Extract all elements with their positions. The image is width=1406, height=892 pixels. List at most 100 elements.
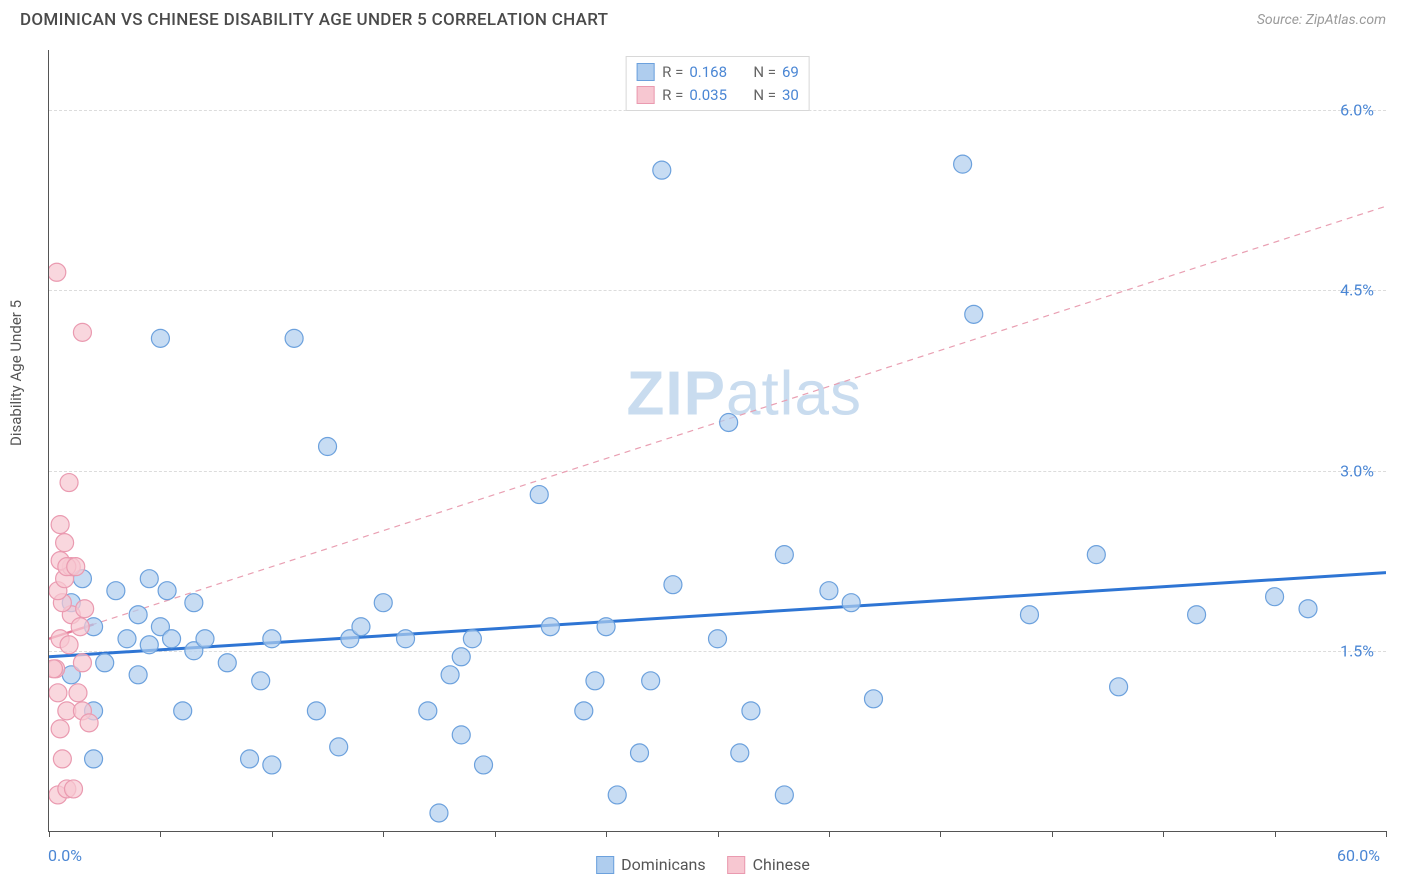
r-value: 0.035	[689, 84, 741, 107]
x-tick	[1163, 831, 1164, 837]
x-tick	[1052, 831, 1053, 837]
r-label: R =	[662, 61, 683, 84]
legend-row: R = 0.168 N = 69	[636, 61, 799, 84]
data-point	[720, 413, 738, 431]
data-point	[1087, 546, 1105, 564]
x-tick	[383, 831, 384, 837]
data-point	[742, 702, 760, 720]
x-tick	[606, 831, 607, 837]
data-point	[664, 576, 682, 594]
legend-swatch-chinese	[728, 856, 746, 874]
data-point	[96, 654, 114, 672]
data-point	[218, 654, 236, 672]
n-label: N =	[753, 84, 776, 107]
data-point	[441, 666, 459, 684]
y-axis-label: Disability Age Under 5	[7, 300, 25, 446]
legend-swatch-chinese	[636, 86, 654, 104]
data-point	[597, 618, 615, 636]
legend-label: Dominicans	[621, 855, 705, 874]
data-point	[1020, 606, 1038, 624]
data-point	[60, 474, 78, 492]
data-point	[140, 636, 158, 654]
x-tick	[940, 831, 941, 837]
data-point	[185, 594, 203, 612]
data-point	[1299, 600, 1317, 618]
data-point	[49, 660, 62, 678]
x-tick	[718, 831, 719, 837]
data-point	[73, 323, 91, 341]
data-point	[307, 702, 325, 720]
x-tick	[49, 831, 50, 837]
legend-item-dominicans: Dominicans	[596, 855, 705, 874]
n-value: 69	[782, 61, 799, 84]
data-point	[642, 672, 660, 690]
x-tick	[495, 831, 496, 837]
data-point	[541, 618, 559, 636]
r-value: 0.168	[689, 61, 741, 84]
data-point	[140, 570, 158, 588]
data-point	[129, 606, 147, 624]
x-tick	[1386, 831, 1387, 837]
data-point	[709, 630, 727, 648]
chart-area: ZIPatlas R = 0.168 N = 69 R = 0.035 N = …	[48, 50, 1386, 832]
data-point	[69, 684, 87, 702]
data-point	[51, 516, 69, 534]
data-point	[352, 618, 370, 636]
n-label: N =	[753, 61, 776, 84]
x-tick-max: 60.0%	[1337, 846, 1380, 865]
data-point	[263, 630, 281, 648]
chart-source: Source: ZipAtlas.com	[1257, 12, 1386, 28]
data-point	[842, 594, 860, 612]
data-point	[241, 750, 259, 768]
data-point	[49, 263, 66, 281]
data-point	[285, 329, 303, 347]
data-point	[53, 750, 71, 768]
scatter-plot	[49, 50, 1386, 831]
data-point	[775, 546, 793, 564]
data-point	[174, 702, 192, 720]
data-point	[151, 329, 169, 347]
series-legend: Dominicans Chinese	[596, 855, 810, 874]
legend-swatch-dominicans	[596, 856, 614, 874]
data-point	[965, 305, 983, 323]
data-point	[586, 672, 604, 690]
data-point	[319, 438, 337, 456]
data-point	[1110, 678, 1128, 696]
data-point	[731, 744, 749, 762]
legend-item-chinese: Chinese	[728, 855, 810, 874]
r-label: R =	[662, 84, 683, 107]
data-point	[631, 744, 649, 762]
n-value: 30	[782, 84, 799, 107]
data-point	[118, 630, 136, 648]
data-point	[475, 756, 493, 774]
trend-line	[49, 206, 1386, 639]
data-point	[51, 720, 69, 738]
data-point	[608, 786, 626, 804]
data-point	[196, 630, 214, 648]
data-point	[530, 486, 548, 504]
data-point	[263, 756, 281, 774]
data-point	[653, 161, 671, 179]
data-point	[163, 630, 181, 648]
data-point	[56, 534, 74, 552]
data-point	[575, 702, 593, 720]
data-point	[80, 714, 98, 732]
data-point	[452, 726, 470, 744]
data-point	[85, 750, 103, 768]
x-tick	[160, 831, 161, 837]
data-point	[374, 594, 392, 612]
data-point	[76, 600, 94, 618]
legend-label: Chinese	[753, 855, 810, 874]
data-point	[864, 690, 882, 708]
data-point	[49, 684, 67, 702]
data-point	[1188, 606, 1206, 624]
legend-swatch-dominicans	[636, 63, 654, 81]
data-point	[820, 582, 838, 600]
data-point	[775, 786, 793, 804]
data-point	[430, 804, 448, 822]
x-tick	[272, 831, 273, 837]
data-point	[419, 702, 437, 720]
data-point	[158, 582, 176, 600]
data-point	[252, 672, 270, 690]
legend-row: R = 0.035 N = 30	[636, 84, 799, 107]
